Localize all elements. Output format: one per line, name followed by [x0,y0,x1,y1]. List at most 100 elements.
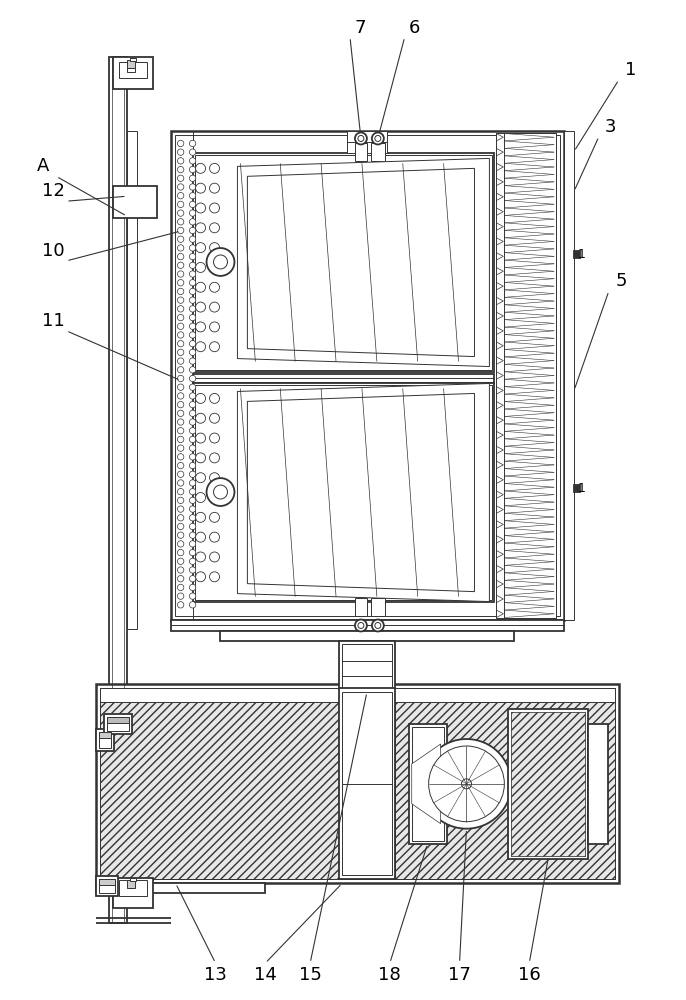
Circle shape [178,236,184,242]
Circle shape [189,158,196,164]
Circle shape [178,297,184,303]
Bar [99,732,111,748]
Circle shape [178,245,184,251]
Circle shape [189,262,196,269]
Circle shape [178,340,184,347]
Bar [588,724,608,844]
Text: 1: 1 [578,248,586,261]
Circle shape [189,576,196,582]
Circle shape [178,393,184,399]
Circle shape [196,163,206,173]
Circle shape [189,375,196,382]
Bar [96,876,118,896]
Circle shape [209,322,220,332]
Text: 14: 14 [254,966,276,984]
Circle shape [189,227,196,234]
Bar [511,712,585,856]
Polygon shape [412,744,440,824]
Circle shape [189,184,196,190]
Bar [508,709,588,859]
Text: 1: 1 [578,482,586,495]
Circle shape [189,488,196,495]
Circle shape [209,552,220,562]
Circle shape [178,184,184,190]
Text: 15: 15 [298,966,322,984]
Circle shape [178,462,184,469]
Bar [511,712,585,856]
Circle shape [178,419,184,425]
Text: 1: 1 [625,61,637,79]
Circle shape [196,552,206,562]
Bar [371,143,385,161]
Circle shape [189,253,196,260]
Circle shape [189,602,196,608]
Circle shape [189,271,196,277]
Bar [113,186,157,218]
Bar [119,880,147,896]
Circle shape [189,401,196,408]
Circle shape [178,471,184,477]
Bar [409,724,447,844]
Circle shape [178,549,184,556]
Circle shape [209,243,220,253]
Bar [113,878,153,908]
Circle shape [189,349,196,356]
Circle shape [189,480,196,486]
Circle shape [178,158,184,164]
Circle shape [209,262,220,272]
Circle shape [209,493,220,502]
Circle shape [178,262,184,269]
Circle shape [189,219,196,225]
Circle shape [189,149,196,155]
Circle shape [355,132,367,144]
Bar [130,58,136,61]
Circle shape [189,471,196,477]
Circle shape [178,506,184,512]
Circle shape [178,497,184,504]
Bar [394,702,615,879]
Bar [96,883,265,893]
Bar [339,641,394,693]
Circle shape [213,255,228,269]
Circle shape [189,280,196,286]
Circle shape [189,462,196,469]
Circle shape [372,620,384,631]
Circle shape [189,558,196,564]
Polygon shape [248,168,475,357]
Circle shape [209,512,220,522]
Bar [127,60,135,68]
Bar [504,133,556,618]
Circle shape [189,323,196,329]
Bar [127,880,135,888]
Circle shape [178,428,184,434]
Circle shape [178,410,184,417]
Circle shape [196,393,206,403]
Bar [371,598,385,616]
Circle shape [178,288,184,295]
Bar [171,620,564,631]
Text: 5: 5 [615,272,626,290]
Circle shape [213,485,228,499]
Bar [100,688,615,702]
Bar [193,153,495,372]
Circle shape [358,623,364,628]
Circle shape [206,478,235,506]
Circle shape [209,342,220,352]
Circle shape [178,358,184,364]
Bar [574,251,580,258]
Polygon shape [248,393,475,592]
Circle shape [189,192,196,199]
Circle shape [422,739,511,829]
Bar [119,62,147,78]
Circle shape [196,413,206,423]
Circle shape [178,436,184,443]
Circle shape [189,410,196,417]
Bar [355,598,367,616]
Text: 10: 10 [42,242,64,260]
Circle shape [196,473,206,483]
Bar [564,131,574,620]
Circle shape [189,428,196,434]
Circle shape [196,302,206,312]
Text: 13: 13 [204,966,227,984]
Circle shape [189,549,196,556]
